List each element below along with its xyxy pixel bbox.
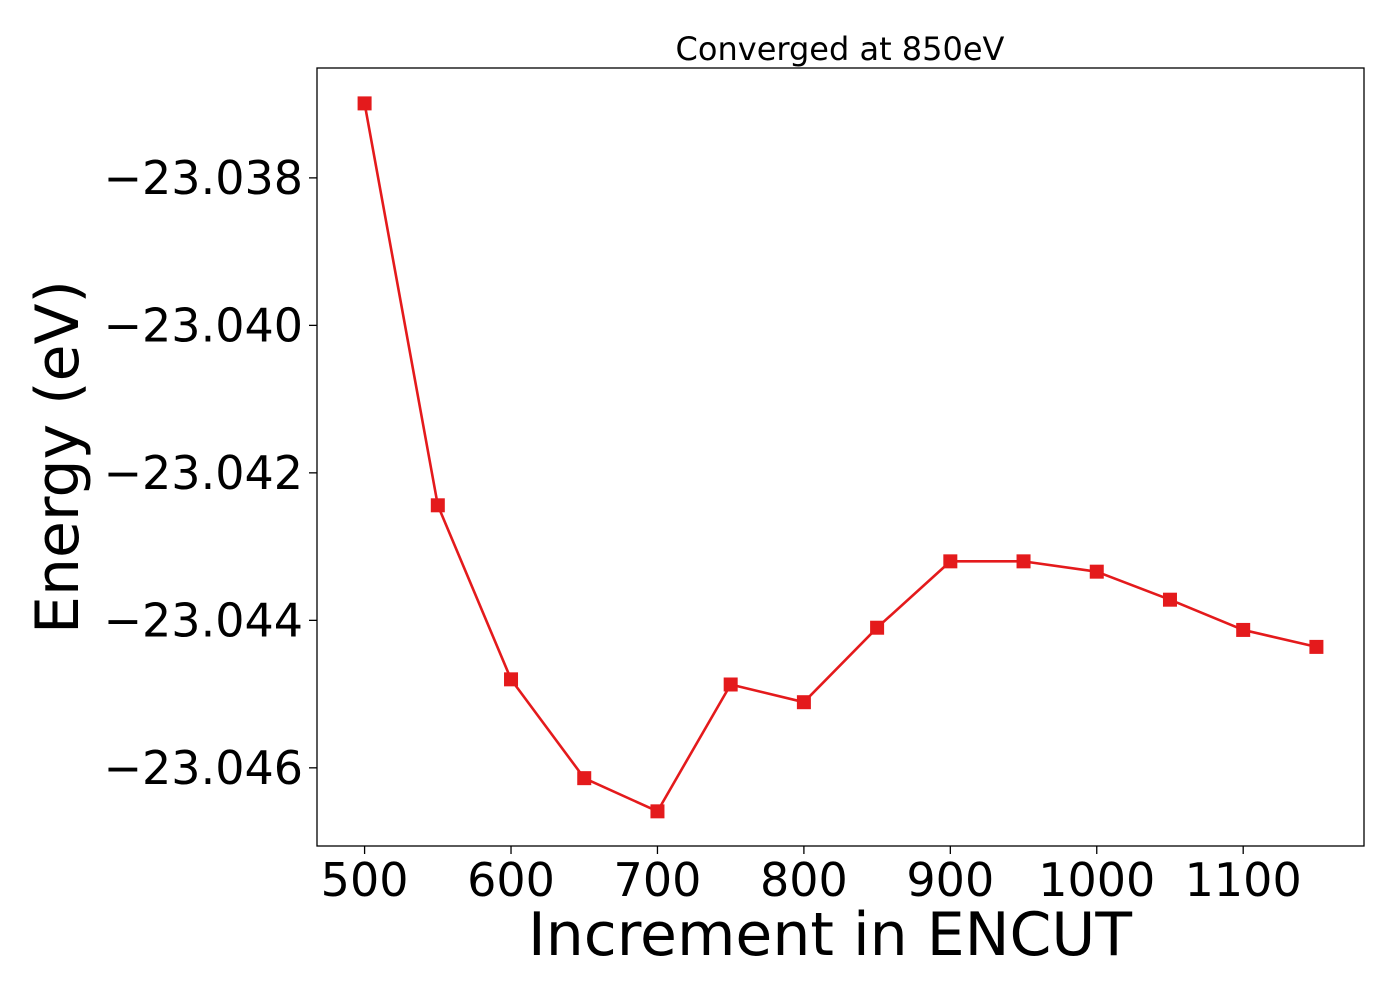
series-line [363,103,1317,813]
data-point-marker [870,620,885,635]
y-axis-label: Energy (eV) [23,280,93,634]
x-tick-label: 900 [906,853,994,907]
x-tick-label: 700 [614,853,702,907]
y-tick-label: −23.046 [104,741,304,795]
data-point-marker [357,96,372,111]
data-point-marker [723,677,738,692]
data-point-marker [1162,592,1177,607]
x-tick-label: 800 [760,853,848,907]
data-point-marker [943,554,958,569]
data-point-marker [650,804,665,819]
y-tick-label: −23.038 [104,151,304,205]
x-axis: 500 600 700 800 900 1000 1100 [321,846,1302,907]
x-tick-label: 500 [321,853,409,907]
x-tick-label: 600 [467,853,555,907]
series-layer [357,96,1324,819]
data-point-marker [504,672,519,687]
x-tick-label: 1100 [1185,853,1302,907]
y-tick-label: −23.040 [104,298,304,352]
chart-title: Converged at 850eV [676,30,1005,68]
x-tick-label: 1000 [1038,853,1155,907]
x-axis-label: Increment in ENCUT [528,900,1132,970]
data-point-marker [577,771,592,786]
data-point-marker [1236,622,1251,637]
plot-area-frame [316,67,1365,847]
data-point-marker [1016,554,1031,569]
y-tick-label: −23.044 [104,593,304,647]
data-point-marker [796,695,811,710]
data-point-marker [1309,639,1324,654]
data-point-marker [1089,564,1104,579]
y-tick-label: −23.042 [104,446,304,500]
y-axis: −23.038 −23.040 −23.042 −23.044 −23.046 [104,151,317,795]
data-point-marker [430,498,445,513]
